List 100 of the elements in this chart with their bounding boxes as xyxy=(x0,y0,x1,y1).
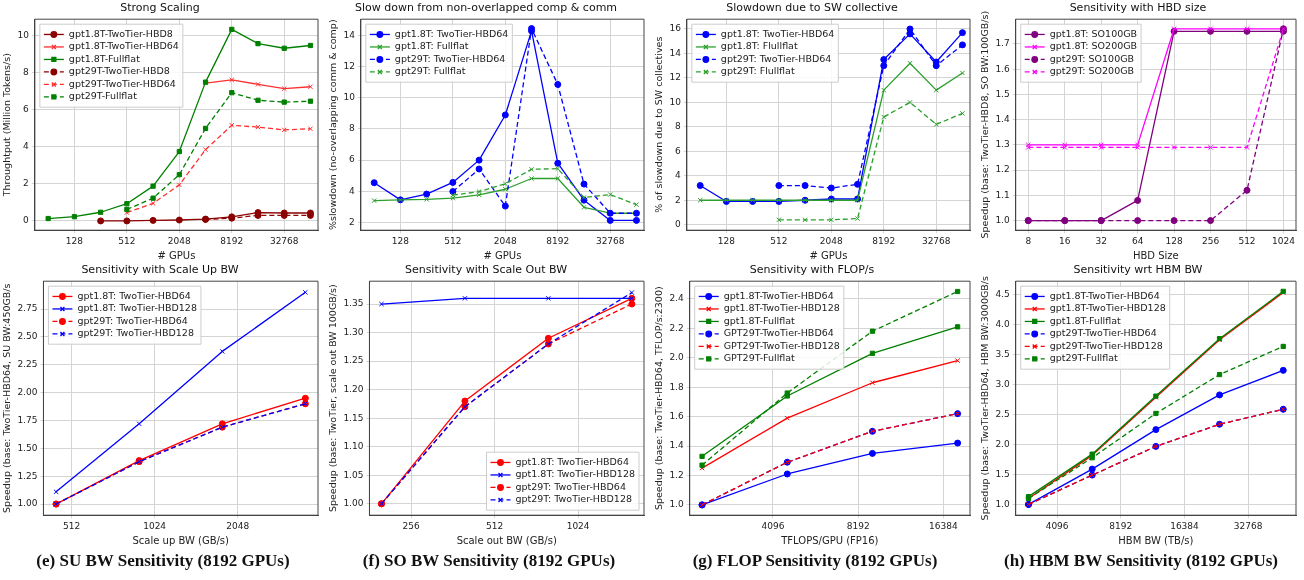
legend-label: gpt29T: TwoTier-HBD64 xyxy=(394,52,506,64)
y-tick-label: 6 xyxy=(23,104,30,115)
x-axis-title: HBM BW (TB/s) xyxy=(1118,534,1194,546)
x-axis-title: HBD Size xyxy=(1132,249,1179,261)
y-tick-label: 10 xyxy=(669,96,682,107)
legend-label: gpt1.8T: Flullflat xyxy=(720,40,798,52)
y-tick-label: 1.5 xyxy=(995,468,1010,479)
y-tick-label: 1.05 xyxy=(343,469,364,480)
y-axis-title: Speedup (base: TwoTier-HBD64, TFLOP/s:2300) xyxy=(653,286,665,511)
y-tick-label: 2 xyxy=(675,194,681,205)
chart-title: Sensitivity wrt HBM BW xyxy=(1073,263,1203,277)
legend-label: gpt29T-TwoTier-HBD64 xyxy=(1049,327,1157,339)
x-tick-label: 512 xyxy=(770,235,788,246)
legend-label: gpt29T-Fullflat xyxy=(68,90,138,102)
x-tick-label: 4096 xyxy=(761,520,785,531)
chart-title: Strong Scaling xyxy=(120,1,200,15)
x-tick-label: 32768 xyxy=(595,235,625,246)
legend-label: GPT29T-TwoTier-HBD128 xyxy=(723,339,840,351)
y-tick-label: 0 xyxy=(675,219,682,230)
y-tick-label: 1.2 xyxy=(669,469,684,480)
y-tick-label: 1.1 xyxy=(995,189,1010,200)
x-tick-label: 32 xyxy=(1095,235,1107,246)
x-tick-label: 1024 xyxy=(566,520,590,531)
legend-label: gpt1.8T: SO200GB xyxy=(1049,40,1138,52)
legend-label: gpt1.8T: TwoTier-HBD128 xyxy=(77,302,197,314)
y-tick-label: 12 xyxy=(669,72,681,83)
chart-title: Sensitivity with Scale Up BW xyxy=(81,263,239,277)
legend-label: gpt29T: TwoTier-HBD128 xyxy=(77,327,194,339)
y-tick-label: 0 xyxy=(23,215,30,226)
x-tick-label: 16384 xyxy=(1170,520,1200,531)
legend-label: gpt1.8T: TwoTier-HBD64 xyxy=(77,289,191,301)
y-tick-label: 10 xyxy=(17,30,30,41)
x-tick-label: 512 xyxy=(486,520,504,531)
y-tick-label: 2 xyxy=(349,216,355,227)
x-tick-label: 1024 xyxy=(143,520,167,531)
x-tick-label: 512 xyxy=(62,520,81,531)
x-tick-label: 4096 xyxy=(1045,520,1069,531)
y-axis-title: Speedup (base: TwoTier, scale out BW 100GB/s) xyxy=(327,284,339,513)
y-tick-label: 2.4 xyxy=(669,293,684,304)
y-tick-label: 1.5 xyxy=(995,88,1010,99)
x-axis-title: TFLOPS/GPU (FP16) xyxy=(780,534,879,546)
x-axis-title: # GPUs xyxy=(157,249,196,261)
legend-label: gpt1.8T-TwoTier-HBD64 xyxy=(723,289,834,301)
text: (h) HBM BW Sensitivity (8192 GPUs) xyxy=(1002,550,1280,572)
x-axis-title: Scale up BW (GB/s) xyxy=(132,534,230,546)
legend-label: gpt1.8T-TwoTier-HBD64 xyxy=(68,40,179,52)
legend-label: gpt1.8T-TwoTier-HBD128 xyxy=(1049,302,1166,314)
x-tick-label: 256 xyxy=(402,520,421,531)
y-tick-label: 1.75 xyxy=(17,414,38,425)
chart-title: Sensitivity with FLOP/s xyxy=(749,263,875,277)
y-tick-label: 1.6 xyxy=(669,410,684,421)
legend-label: gpt29T: TwoTier-HBD64 xyxy=(720,52,832,64)
y-tick-label: 1.35 xyxy=(343,298,364,309)
text: (f) SO BW Sensitivity (8192 GPUs) xyxy=(361,550,617,572)
y-tick-label: 1.3 xyxy=(995,139,1010,150)
legend-label: gpt1.8T-Fullflat xyxy=(723,314,796,326)
y-tick-label: 4.0 xyxy=(995,319,1010,330)
x-tick-label: 128 xyxy=(717,235,736,246)
y-tick-label: 4 xyxy=(23,141,30,152)
x-tick-label: 2048 xyxy=(819,235,844,246)
y-axis-title: Throughtput (Million Tokens/s) xyxy=(1,53,13,198)
chart-title: Slow down from non-overlapped comp & comm xyxy=(354,1,618,15)
x-tick-label: 64 xyxy=(1131,235,1144,246)
chart-title: Sensitivity with Scale Out BW xyxy=(404,263,568,277)
x-tick-label: 1024 xyxy=(1272,235,1296,246)
y-tick-label: 12 xyxy=(343,61,355,72)
x-axis-title: Scale out BW (GB/s) xyxy=(456,534,557,546)
x-tick-label: 128 xyxy=(65,235,84,246)
text: (g) FLOP Sensitivity (8192 GPUs) xyxy=(691,550,939,572)
legend-label: gpt29T: Fullflat xyxy=(394,65,466,77)
y-tick-label: 2.0 xyxy=(995,438,1010,449)
legend-label: GPT29T-Fullflat xyxy=(723,352,796,364)
x-tick-label: 32768 xyxy=(269,235,299,246)
x-tick-label: 128 xyxy=(1165,235,1183,246)
y-tick-label: 4 xyxy=(349,185,356,196)
y-tick-label: 1.25 xyxy=(17,470,38,481)
y-axis-title: Speedup (base: TwoTier-HBD64, SU BW:450GB/s xyxy=(1,283,13,513)
y-tick-label: 14 xyxy=(669,47,682,58)
y-tick-label: 1.2 xyxy=(995,164,1010,175)
y-axis-title: %slowdown (no-overlapping comm & comp) xyxy=(327,19,339,230)
y-tick-label: 6 xyxy=(349,154,356,165)
x-tick-label: 8192 xyxy=(846,520,870,531)
legend-label: gpt29T-TwoTier-HBD64 xyxy=(68,77,176,89)
y-axis-title: Speedup (base: TwoTier-HBD8, SO BW:100GB/s) xyxy=(979,10,991,239)
y-tick-label: 1.0 xyxy=(995,498,1010,509)
x-tick-label: 2048 xyxy=(493,235,518,246)
legend-label: gpt1.8T-TwoTier-HBD8 xyxy=(68,27,173,39)
x-tick-label: 256 xyxy=(1201,235,1220,246)
chart-title: Slowdown due to SW collective xyxy=(726,1,898,15)
legend-label: gpt1.8T-Fullflat xyxy=(68,52,141,64)
y-tick-label: 1.4 xyxy=(995,114,1010,124)
x-tick-label: 32768 xyxy=(1233,520,1263,531)
legend-label: gpt29T: TwoTier-HBD64 xyxy=(515,480,626,492)
y-tick-label: 1.30 xyxy=(343,326,364,337)
y-tick-label: 4.5 xyxy=(995,289,1010,300)
y-tick-label: 8 xyxy=(675,121,682,132)
y-tick-label: 1.10 xyxy=(343,441,364,452)
y-tick-label: 1.15 xyxy=(343,412,364,423)
legend-label: gpt1.8T: TwoTier-HBD128 xyxy=(515,468,635,480)
y-axis-title: % of slowdown due to SW collectives xyxy=(653,36,665,213)
